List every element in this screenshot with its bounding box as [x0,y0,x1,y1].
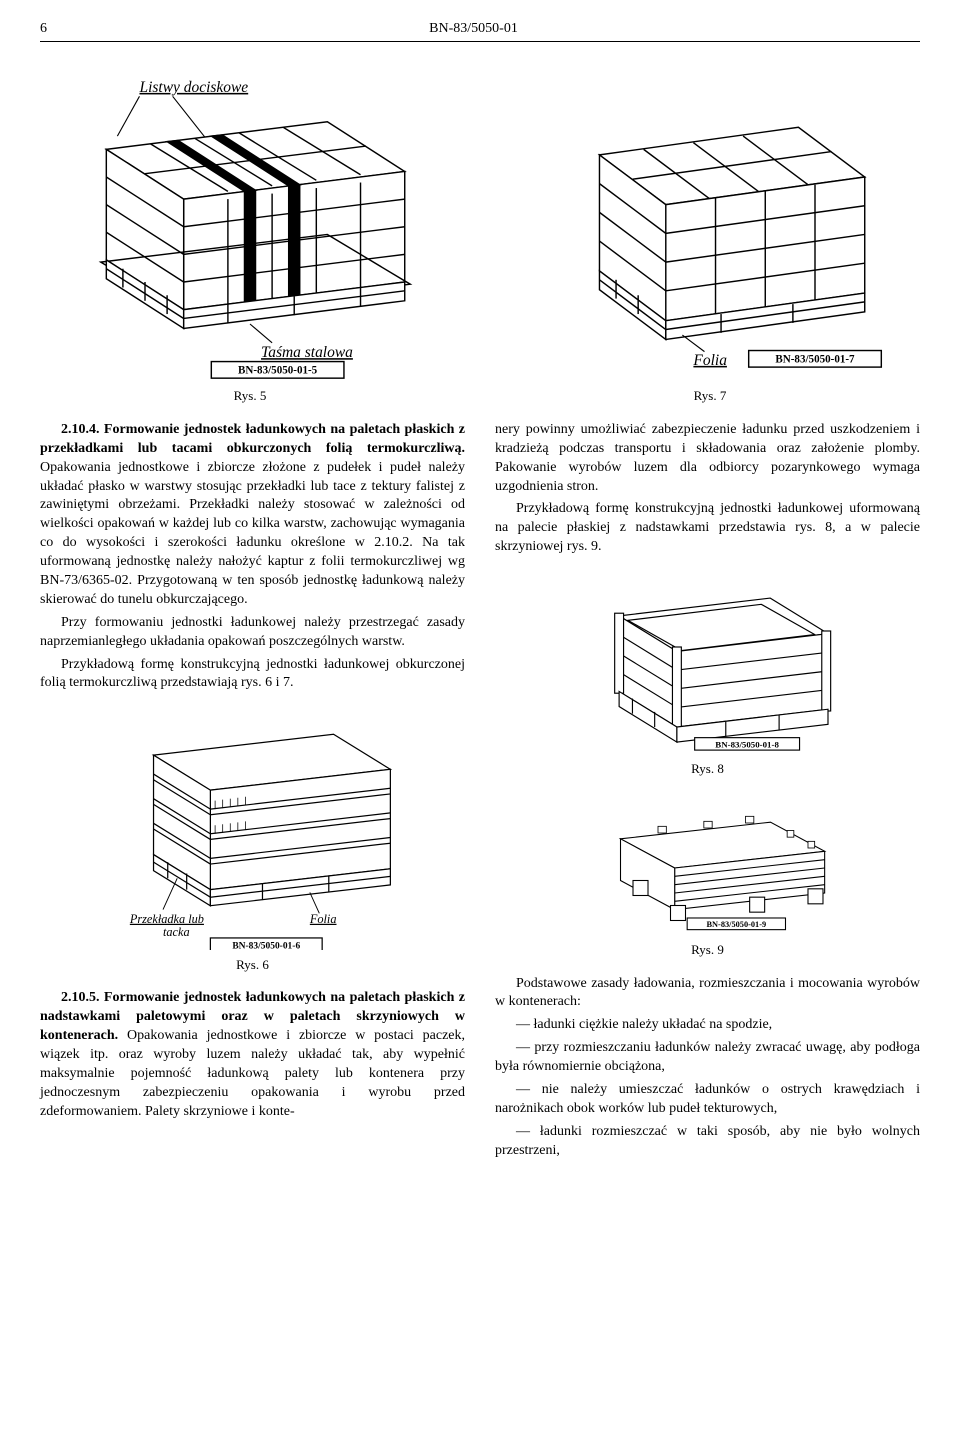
fig6-caption: Rys. 6 [236,956,269,974]
para-2-10-5: 2.10.5. Formowanie jednostek ładunkowych… [40,989,465,1121]
figure-5-svg: Listwy dociskowe [40,72,460,381]
para-2-10-4: 2.10.4. Formowanie jednostek ładunkowych… [40,421,465,610]
li3: — nie należy umieszczać ładunków o ostry… [495,1081,920,1119]
svg-text:BN-83/5050-01-8: BN-83/5050-01-8 [715,740,779,750]
p1-lead: 2.10.4. Formowanie jednostek ładunkowych… [40,422,465,456]
page-header: 6 BN-83/5050-01 [40,20,920,42]
li1: — ładunki ciężkie należy układać na spod… [495,1016,920,1035]
li2: — przy rozmieszczaniu ładunków należy zw… [495,1039,920,1077]
right-column: nery powinny umożliwiać zabezpieczenie ł… [495,421,920,1165]
doc-id: BN-83/5050-01 [429,20,518,39]
para-3: Przykładową formę konstrukcyjną jednostk… [40,656,465,694]
figures-row-top: Listwy dociskowe [40,72,920,411]
para-2: Przy formowaniu jednostki ładunkowej nal… [40,614,465,652]
svg-text:BN-83/5050-01-9: BN-83/5050-01-9 [706,921,766,930]
figure-8: BN-83/5050-01-8 Rys. 8 [495,567,920,783]
p1-body: Opakowania jednostkowe i zbiorcze złożon… [40,460,465,607]
para-6: Przykładową formę konstrukcyjną jednostk… [495,500,920,557]
figure-6-svg: Przekładka lub tacka Folia BN-83/5050-01… [73,703,433,949]
fig7-label: Folia [692,352,727,369]
figure-6: Przekładka lub tacka Folia BN-83/5050-01… [40,703,465,979]
figure-9: BN-83/5050-01-9 Rys. 9 [495,793,920,964]
fig7-box-id: BN-83/5050-01-7 [775,354,855,366]
li4: — ładunki rozmieszczać w taki sposób, ab… [495,1123,920,1161]
svg-text:tacka: tacka [163,925,190,939]
para-7: Podstawowe zasady ładowania, rozmieszcza… [495,975,920,1013]
fig7-caption: Rys. 7 [694,387,727,405]
figure-9-svg: BN-83/5050-01-9 [558,793,858,935]
fig5-box-id: BN-83/5050-01-5 [238,365,318,377]
page-number: 6 [40,20,47,39]
left-column: 2.10.4. Formowanie jednostek ładunkowych… [40,421,465,1165]
svg-text:Folia: Folia [308,912,336,926]
figure-7-svg: Folia BN-83/5050-01-7 [500,72,920,381]
fig5-label-top: Listwy dociskowe [138,79,248,96]
fig5-label-bottom: Taśma stalowa [261,344,353,361]
fig8-caption: Rys. 8 [691,760,724,778]
svg-text:Przekładka lub: Przekładka lub [128,912,203,926]
text-columns: 2.10.4. Formowanie jednostek ładunkowych… [40,421,920,1165]
fig5-caption: Rys. 5 [234,387,267,405]
figure-5: Listwy dociskowe [40,72,460,411]
fig9-caption: Rys. 9 [691,941,724,959]
svg-text:BN-83/5050-01-6: BN-83/5050-01-6 [232,942,300,950]
figure-7: Folia BN-83/5050-01-7 Rys. 7 [500,72,920,411]
figure-8-svg: BN-83/5050-01-8 [548,567,868,754]
para-5: nery powinny umożliwiać zabezpieczenie ł… [495,421,920,497]
